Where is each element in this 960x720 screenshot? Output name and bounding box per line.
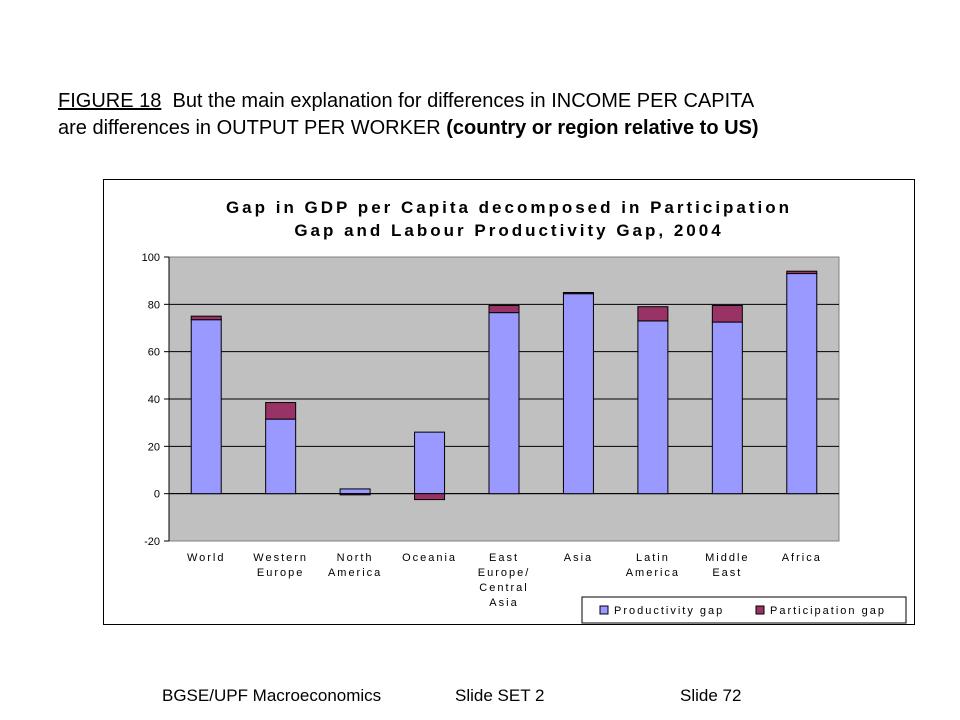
legend-label: Participation gap bbox=[770, 605, 886, 617]
x-category-line: East bbox=[712, 567, 742, 579]
y-tick-label: 20 bbox=[148, 441, 160, 453]
bar-participation-gap bbox=[265, 402, 297, 420]
heading-line-1: FIGURE 18 But the main explanation for d… bbox=[58, 88, 938, 115]
x-axis: World Western Europe North America Oceania Eas… bbox=[187, 552, 822, 609]
x-category-line: World bbox=[187, 552, 226, 564]
bar-productivity-gap bbox=[488, 312, 520, 495]
x-category-label: World bbox=[187, 552, 226, 564]
x-category-label: Asia bbox=[564, 552, 593, 564]
x-category-line: Asia bbox=[564, 552, 593, 564]
figure-label: FIGURE 18 bbox=[58, 90, 162, 112]
x-category-line: America bbox=[328, 567, 382, 579]
x-category-label: Oceania bbox=[402, 552, 457, 564]
footer-slide-set: Slide SET 2 bbox=[455, 686, 545, 705]
chart-title-line: Gap and Labour Productivity Gap, 2004 bbox=[294, 221, 723, 240]
x-category-line: Western bbox=[253, 552, 308, 564]
bar-productivity-gap bbox=[414, 431, 446, 495]
x-category-line: North bbox=[337, 552, 374, 564]
x-category-line: Central bbox=[479, 582, 528, 594]
legend-swatch bbox=[599, 605, 609, 615]
x-category-line: East bbox=[489, 552, 519, 564]
chart-title: Gap in GDP per Capita decomposed in Part… bbox=[226, 198, 792, 240]
chart-title-line: Gap in GDP per Capita decomposed in Part… bbox=[226, 198, 792, 217]
bar-productivity-gap bbox=[786, 273, 818, 495]
slide-heading: FIGURE 18 But the main explanation for d… bbox=[58, 88, 938, 142]
bar-participation-gap bbox=[562, 292, 594, 295]
x-category-label: Africa bbox=[782, 552, 822, 564]
y-tick-label: 60 bbox=[148, 347, 160, 359]
x-category-line: America bbox=[626, 567, 680, 579]
heading-line-2: are differences in OUTPUT PER WORKER (co… bbox=[58, 115, 938, 142]
bar-participation-gap bbox=[414, 493, 446, 501]
x-category-line: Middle bbox=[705, 552, 749, 564]
x-category-label: North America bbox=[328, 552, 382, 579]
bars bbox=[190, 270, 818, 501]
legend-swatch bbox=[755, 605, 765, 615]
x-category-line: Latin bbox=[636, 552, 670, 564]
legend-label: Productivity gap bbox=[614, 605, 724, 617]
bar-participation-gap bbox=[339, 493, 371, 496]
bar-participation-gap bbox=[190, 315, 222, 321]
legend-box bbox=[581, 596, 907, 624]
x-category-line: Asia bbox=[489, 597, 518, 609]
x-category-label: East Europe/Central Asia bbox=[478, 552, 531, 609]
x-category-line: Africa bbox=[782, 552, 822, 564]
heading-line2-bold: (country or region relative to US) bbox=[446, 117, 759, 139]
y-axis: -20 0 20 40 60 80 100 bbox=[142, 252, 170, 548]
bar-participation-gap bbox=[488, 305, 520, 314]
bar-productivity-gap bbox=[637, 320, 669, 495]
y-tick-label: 100 bbox=[142, 252, 160, 264]
y-tick-label: -20 bbox=[144, 536, 160, 548]
bar-productivity-gap bbox=[711, 321, 743, 495]
heading-line2-text: are differences in OUTPUT PER WORKER bbox=[58, 117, 447, 139]
gap-chart: Gap in GDP per Capita decomposed in Part… bbox=[142, 198, 907, 624]
heading-line1-text: But the main explanation for differences… bbox=[161, 90, 755, 112]
bar-productivity-gap bbox=[190, 319, 222, 495]
chart-frame: Gap in GDP per Capita decomposed in Part… bbox=[103, 179, 915, 625]
bar-participation-gap bbox=[637, 306, 669, 322]
bar-participation-gap bbox=[711, 305, 743, 323]
bar-productivity-gap bbox=[339, 488, 371, 495]
x-category-line: Europe/ bbox=[478, 567, 531, 579]
y-tick-label: 80 bbox=[148, 299, 160, 311]
bar-participation-gap bbox=[786, 270, 818, 275]
x-category-label: Western Europe bbox=[253, 552, 308, 579]
y-tick-label: 40 bbox=[148, 394, 160, 406]
x-category-label: Latin America bbox=[626, 552, 680, 579]
bar-productivity-gap bbox=[265, 418, 297, 495]
y-tick-label: 0 bbox=[154, 489, 160, 501]
footer-slide-number: Slide 72 bbox=[680, 686, 742, 705]
x-category-line: Oceania bbox=[402, 552, 457, 564]
legend: Productivity gap Participation gap bbox=[581, 596, 907, 624]
bar-productivity-gap bbox=[562, 293, 594, 495]
x-category-label: Middle East bbox=[705, 552, 749, 579]
footer-course: BGSE/UPF Macroeconomics bbox=[162, 686, 382, 705]
x-category-line: Europe bbox=[257, 567, 304, 579]
